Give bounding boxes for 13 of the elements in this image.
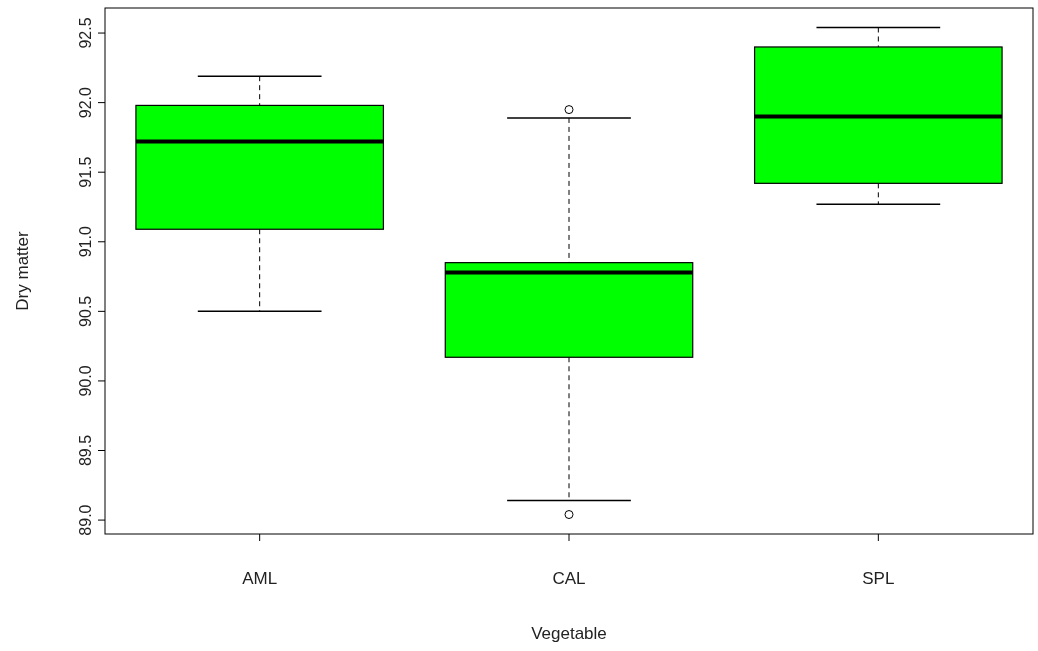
y-tick-label: 89.5 bbox=[77, 434, 94, 467]
x-tick-label: AML bbox=[242, 569, 278, 588]
x-tick-label: SPL bbox=[862, 569, 895, 588]
y-tick-label: 91.0 bbox=[77, 226, 94, 258]
y-tick-label: 90.0 bbox=[77, 365, 94, 397]
x-tick-label: CAL bbox=[552, 569, 586, 588]
y-tick-label: 89.0 bbox=[77, 504, 94, 536]
y-tick-label: 91.5 bbox=[77, 156, 94, 188]
y-tick-label: 92.5 bbox=[77, 17, 94, 49]
x-axis-title: Vegetable bbox=[531, 624, 607, 643]
y-tick-label: 92.0 bbox=[77, 86, 94, 119]
y-axis-title: Dry matter bbox=[13, 230, 32, 311]
y-tick-label: 90.5 bbox=[77, 295, 94, 327]
